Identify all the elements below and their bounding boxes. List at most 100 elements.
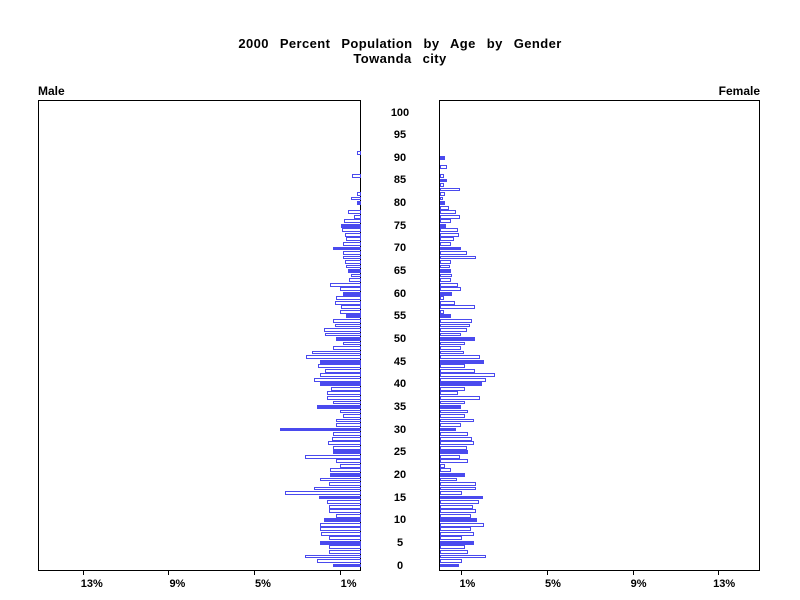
age-tick-label-50: 50 [393, 333, 407, 345]
age-tick-label-90: 90 [393, 151, 407, 164]
female-bar-age-75 [440, 223, 447, 228]
age-tick-label-45: 45 [393, 355, 407, 368]
male-bar-age-45 [320, 359, 361, 364]
female-bar-age-28 [440, 436, 473, 441]
female-bar-age-41 [440, 377, 486, 382]
female-bar-age-26 [440, 445, 467, 450]
female-bar-age-21 [440, 468, 451, 473]
male-bar-age-82 [356, 192, 361, 196]
male-bar-age-91 [356, 151, 361, 156]
female-bar-age-40 [440, 382, 482, 387]
male-bar-age-52 [323, 328, 361, 332]
male-bar-age-39 [331, 386, 361, 391]
male-bar-age-59 [336, 296, 361, 301]
age-tick-label-30: 30 [393, 423, 407, 436]
male-bar-age-11 [336, 513, 361, 518]
chart-subtitle: Towanda city [353, 51, 447, 66]
female-bar-age-72 [440, 237, 454, 242]
male-bar-age-5 [320, 540, 361, 545]
male-bar-age-25 [333, 450, 361, 455]
male-bar-age-80 [356, 201, 361, 205]
male-tick-mark-9pct [168, 571, 170, 575]
female-bar-age-49 [440, 341, 465, 346]
male-bar-age-77 [353, 214, 361, 219]
female-bar-age-6 [440, 536, 463, 541]
female-bar-age-36 [440, 400, 465, 405]
male-xtick-label-5pct: 5% [255, 578, 271, 590]
male-bar-age-6 [328, 536, 361, 541]
female-bar-age-39 [440, 386, 465, 391]
female-bar-age-57 [440, 305, 476, 310]
male-bar-age-56 [339, 309, 361, 314]
male-bar-age-35 [317, 405, 361, 409]
male-bar-age-20 [329, 473, 361, 477]
female-bar-age-70 [440, 246, 462, 251]
female-bar-age-55 [440, 314, 451, 319]
male-bar-age-13 [328, 504, 361, 509]
female-bar-age-66 [440, 264, 450, 269]
male-bar-age-21 [329, 468, 361, 473]
male-bar-age-65 [348, 269, 361, 273]
female-bar-age-77 [440, 214, 461, 219]
female-bar-age-78 [440, 210, 457, 215]
male-bar-age-78 [348, 210, 361, 215]
male-xtick-label-13pct: 13% [80, 578, 103, 590]
male-plot-box [38, 100, 361, 571]
female-tick-mark-1pct [461, 571, 463, 575]
female-bar-age-27 [440, 441, 475, 446]
male-bar-age-64 [351, 273, 361, 278]
age-tick-label-65: 65 [393, 265, 407, 278]
male-xtick-label-9pct: 9% [169, 578, 186, 590]
female-bar-age-38 [440, 391, 459, 396]
female-bar-age-85 [440, 178, 448, 183]
female-tick-mark-13pct [718, 571, 720, 575]
male-bar-age-55 [346, 314, 361, 319]
female-bar-age-56 [440, 309, 445, 314]
female-bar-age-67 [440, 260, 451, 264]
female-bar-age-11 [440, 513, 472, 518]
female-bar-age-86 [440, 174, 445, 178]
male-bar-age-3 [328, 550, 361, 554]
female-bar-age-24 [440, 454, 461, 459]
male-bar-age-2 [305, 554, 361, 559]
chart-title: 2000 Percent Population by Age by Gender [238, 36, 562, 51]
female-bar-age-12 [440, 509, 477, 514]
female-bar-age-84 [440, 183, 445, 187]
female-bar-age-35 [440, 405, 462, 409]
male-bar-age-81 [351, 196, 361, 201]
male-bar-age-31 [336, 423, 361, 427]
male-bar-age-57 [340, 305, 361, 310]
female-bar-age-43 [440, 368, 476, 373]
female-bar-age-9 [440, 522, 484, 527]
female-bar-age-59 [440, 296, 445, 301]
male-bar-age-29 [333, 432, 361, 437]
female-bar-age-83 [440, 187, 461, 192]
female-bar-age-2 [440, 554, 486, 559]
female-bar-age-37 [440, 395, 480, 400]
age-tick-label-0: 0 [396, 559, 404, 572]
female-bar-age-44 [440, 364, 465, 369]
female-bar-age-3 [440, 550, 468, 554]
male-bar-age-10 [323, 518, 361, 523]
age-tick-label-25: 25 [393, 446, 407, 459]
male-bar-age-47 [311, 350, 361, 355]
male-bar-age-0 [333, 563, 361, 568]
female-bar-age-50 [440, 337, 476, 341]
female-bar-age-16 [440, 491, 463, 495]
female-bar-age-31 [440, 423, 462, 427]
male-bar-age-66 [346, 264, 361, 269]
male-tick-mark-5pct [254, 571, 255, 575]
female-bar-age-4 [440, 545, 465, 550]
male-bar-age-58 [335, 300, 361, 305]
female-bar-age-53 [440, 323, 470, 328]
female-bar-age-90 [440, 155, 446, 160]
male-bar-age-41 [313, 377, 361, 382]
female-xtick-label-5pct: 5% [545, 578, 561, 590]
female-bar-age-14 [440, 500, 479, 504]
male-bar-age-74 [341, 228, 361, 233]
age-tick-label-5: 5 [396, 536, 404, 549]
age-tick-label-85: 85 [393, 174, 407, 187]
male-bar-age-43 [324, 368, 361, 373]
male-bar-age-60 [342, 291, 361, 296]
male-bar-age-27 [327, 441, 361, 446]
